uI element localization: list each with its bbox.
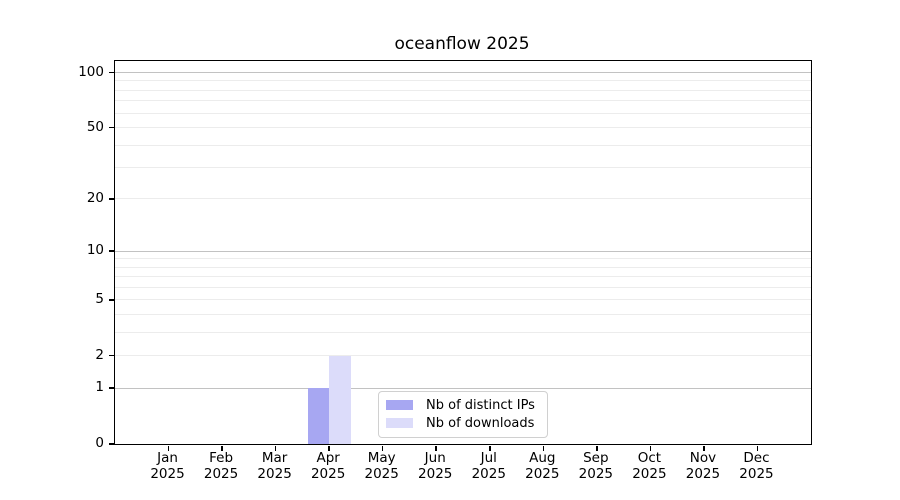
gridline-minor <box>115 80 811 82</box>
y-tick-label: 2 <box>95 346 104 363</box>
x-tick-month: Mar <box>261 450 288 466</box>
x-tick-year: 2025 <box>364 466 399 482</box>
x-tick-label: Oct 2025 <box>609 450 689 482</box>
x-tick-mark <box>703 445 705 451</box>
y-tick-label: 0 <box>95 435 104 451</box>
y-axis-labels: 0 1 2 5 10 20 50 100 <box>0 60 104 451</box>
x-tick-year: 2025 <box>739 466 774 482</box>
x-tick-mark <box>221 445 223 451</box>
x-tick-year: 2025 <box>257 466 292 482</box>
legend-entry: Nb of downloads <box>386 414 538 432</box>
y-tick-mark <box>108 71 114 74</box>
x-tick-label: Apr 2025 <box>288 450 368 482</box>
x-tick-year: 2025 <box>632 466 667 482</box>
gridline-minor <box>115 198 811 200</box>
x-tick-month: Nov <box>689 450 717 466</box>
x-tick-mark <box>756 445 759 451</box>
x-tick-year: 2025 <box>310 466 346 482</box>
y-tick-mark <box>108 250 114 252</box>
y-tick-mark <box>108 126 114 129</box>
x-tick-month: May <box>367 450 396 466</box>
x-tick-mark <box>596 445 598 451</box>
x-tick-mark <box>274 445 277 451</box>
y-tick-mark <box>108 443 114 445</box>
gridline-minor <box>115 286 811 288</box>
gridline-minor <box>115 355 811 357</box>
x-tick-label: Mar 2025 <box>235 450 315 482</box>
y-tick-label: 1 <box>95 379 104 396</box>
x-tick-month: Dec <box>743 450 770 466</box>
x-axis-labels: Jan 2025 Feb 2025 Mar 2025 Apr 2025 May 2025 Jun 20… <box>114 450 810 490</box>
x-tick-label: Jan 2025 <box>128 450 208 482</box>
plot-area: Nb of distinct IPs Nb of downloads <box>108 60 812 451</box>
y-tick-label: 10 <box>86 242 104 258</box>
x-tick-year: 2025 <box>578 466 614 482</box>
x-tick-month: Jan <box>157 450 178 466</box>
legend: Nb of distinct IPs Nb of downloads <box>378 391 548 438</box>
gridline-minor <box>115 258 811 260</box>
y-tick-label: 50 <box>86 118 104 135</box>
x-tick-year: 2025 <box>150 466 185 482</box>
x-tick-label: Aug 2025 <box>502 450 582 482</box>
x-tick-mark <box>542 445 545 451</box>
gridline-minor <box>115 167 811 169</box>
x-tick-mark <box>381 445 384 451</box>
y-tick-mark <box>108 387 114 389</box>
legend-label: Nb of downloads <box>426 415 535 431</box>
legend-swatch <box>386 418 413 428</box>
y-tick-mark <box>108 354 114 357</box>
gridline-major <box>115 250 811 252</box>
x-tick-label: May 2025 <box>342 450 422 482</box>
y-tick-label: 100 <box>78 63 104 80</box>
x-tick-month: Apr <box>316 450 340 466</box>
x-tick-mark <box>167 445 170 451</box>
x-tick-month: Sep <box>583 450 609 466</box>
x-tick-month: Jun <box>424 450 446 466</box>
x-tick-label: Jul 2025 <box>449 450 529 482</box>
gridline-minor <box>115 127 811 129</box>
x-tick-year: 2025 <box>525 466 560 482</box>
x-tick-label: Nov 2025 <box>663 450 743 482</box>
x-tick-mark <box>328 445 330 451</box>
y-tick-label: 5 <box>95 290 104 307</box>
gridline-minor <box>115 266 811 268</box>
gridline-minor <box>115 144 811 146</box>
gridline-minor <box>115 276 811 278</box>
x-tick-label: Feb 2025 <box>181 450 261 482</box>
x-tick-month: Oct <box>637 450 662 466</box>
gridline-minor <box>115 313 811 315</box>
x-tick-mark <box>649 445 652 451</box>
gridline-minor <box>115 100 811 102</box>
x-tick-month: Jul <box>480 450 497 466</box>
x-tick-year: 2025 <box>685 466 721 482</box>
gridline-minor <box>115 112 811 114</box>
gridline-major <box>115 387 811 389</box>
y-tick-mark <box>108 198 114 200</box>
x-tick-year: 2025 <box>418 466 453 482</box>
legend-label: Nb of distinct IPs <box>426 397 535 413</box>
chart-title: oceanflow 2025 <box>394 34 530 54</box>
y-tick-mark <box>108 299 114 301</box>
bar <box>307 388 330 444</box>
legend-swatch <box>386 400 413 410</box>
bar <box>329 355 351 444</box>
gridline-minor <box>115 331 811 333</box>
x-tick-month: Aug <box>529 450 556 466</box>
legend-entry: Nb of distinct IPs <box>386 396 538 414</box>
x-tick-label: Jun 2025 <box>395 450 475 482</box>
x-tick-year: 2025 <box>203 466 239 482</box>
x-tick-year: 2025 <box>471 466 506 482</box>
gridline-minor <box>115 299 811 301</box>
gridline-minor <box>115 89 811 91</box>
x-tick-mark <box>435 445 437 451</box>
gridline-major <box>115 72 811 74</box>
y-tick-label: 20 <box>86 189 104 206</box>
x-tick-month: Feb <box>209 450 234 466</box>
x-tick-mark <box>489 445 491 451</box>
x-tick-label: Sep 2025 <box>556 450 636 482</box>
x-tick-label: Dec 2025 <box>716 450 796 482</box>
